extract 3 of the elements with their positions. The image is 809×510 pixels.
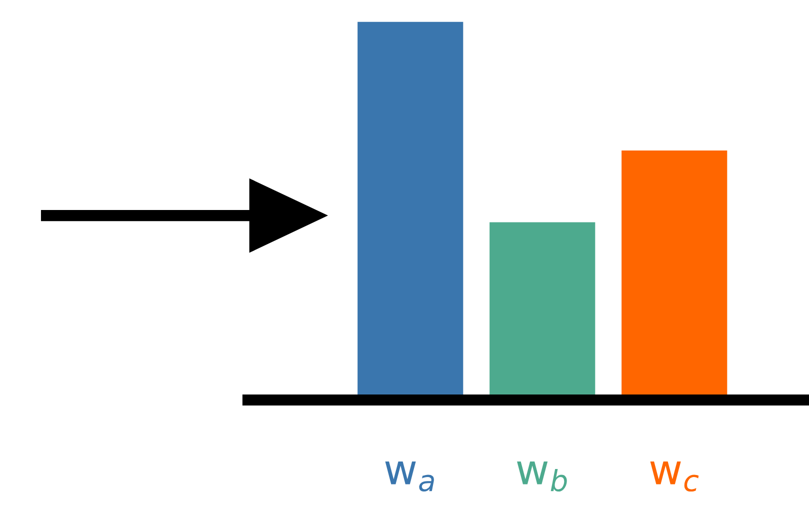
x-tick-label: w$_{b}$ (517, 462, 567, 492)
x-tick-label: w$_{a}$ (385, 462, 434, 492)
x-tick-label: w$_{c}$ (650, 462, 699, 492)
